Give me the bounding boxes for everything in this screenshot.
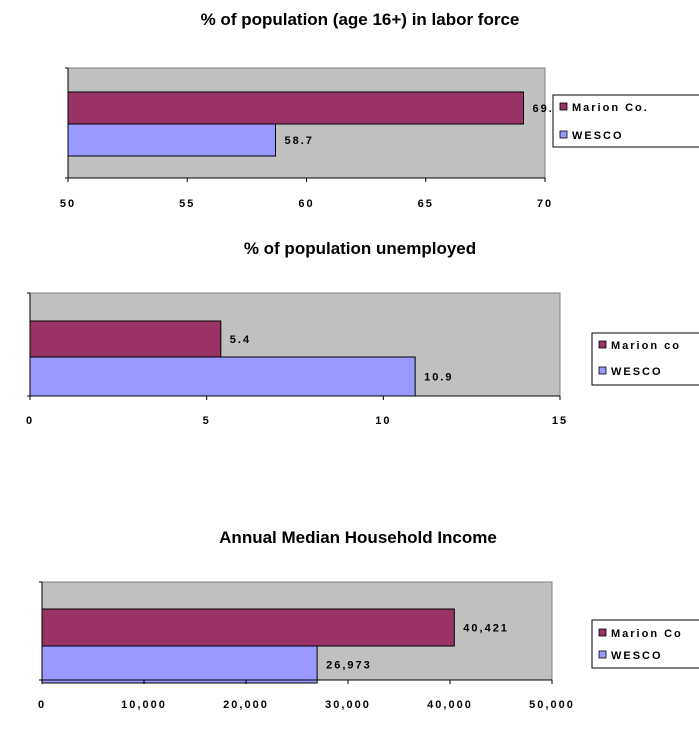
- chart-title: % of population unemployed: [244, 239, 476, 258]
- data-label-wesco: 58.7: [284, 135, 313, 147]
- legend-box: [552, 94, 699, 148]
- x-tick-label: 60: [298, 198, 314, 210]
- x-tick-label: 65: [418, 198, 434, 210]
- chart-title: % of population (age 16+) in labor force: [201, 10, 520, 29]
- x-tick-label: 10,000: [121, 699, 167, 711]
- bar-wesco: [41, 645, 318, 684]
- x-tick-label: 40,000: [427, 699, 473, 711]
- chart-income: Annual Median Household Income 40,421 26,…: [38, 528, 699, 711]
- chart-unemployed: % of population unemployed 5.4 10.9 0 5 10 15…: [26, 239, 699, 427]
- legend-label-marion: Marion co: [611, 340, 681, 352]
- legend-swatch-marion: [598, 340, 607, 349]
- data-label-wesco: 10.9: [424, 372, 453, 384]
- chart-title: Annual Median Household Income: [219, 528, 497, 547]
- legend-swatch-wesco: [598, 650, 607, 659]
- legend-label-wesco: WESCO: [572, 130, 624, 142]
- bar-wesco: [29, 356, 416, 397]
- bar-marion: [29, 320, 222, 358]
- x-tick-label: 0: [26, 415, 34, 427]
- legend-box: [591, 619, 699, 669]
- legend-swatch-wesco: [559, 130, 568, 139]
- legend-label-marion: Marion Co: [611, 628, 683, 640]
- legend-1: Marion Co. WESCO: [552, 94, 699, 148]
- chart-labor-force: % of population (age 16+) in labor force…: [60, 10, 699, 210]
- x-tick-label: 20,000: [223, 699, 269, 711]
- x-tick-label: 10: [375, 415, 391, 427]
- legend-label-wesco: WESCO: [611, 650, 663, 662]
- x-tick-label: 30,000: [325, 699, 371, 711]
- plot-area-3: 40,421 26,973 0 10,000 20,000 30,000 40,000 50,…: [38, 581, 575, 711]
- x-tick-label: 50: [60, 198, 76, 210]
- legend-box: [591, 332, 699, 386]
- legend-2: Marion co WESCO: [591, 332, 699, 386]
- x-tick-label: 0: [38, 699, 46, 711]
- x-tick-label: 50,000: [529, 699, 575, 711]
- data-label-wesco: 26,973: [326, 660, 372, 672]
- legend-3: Marion Co WESCO: [591, 619, 699, 669]
- legend-swatch-wesco: [598, 366, 607, 375]
- data-label-marion: 5.4: [230, 334, 251, 346]
- data-label-marion: 40,421: [463, 623, 509, 635]
- x-tick-label: 5: [203, 415, 211, 427]
- plot-area-1: 69.158.750 55 60 65 70: [60, 67, 560, 210]
- legend-swatch-marion: [598, 628, 607, 637]
- plot-area-2: 5.4 10.9 0 5 10 15: [26, 292, 568, 427]
- legend-swatch-marion: [559, 102, 568, 111]
- legend-label-marion: Marion Co.: [572, 102, 649, 114]
- legend-label-wesco: WESCO: [611, 366, 663, 378]
- x-tick-label: 55: [179, 198, 195, 210]
- x-tick-label: 15: [552, 415, 568, 427]
- x-tick-label: 70: [537, 198, 553, 210]
- bar-wesco: [67, 123, 276, 157]
- bar-marion: [67, 91, 525, 125]
- bar-marion: [41, 608, 455, 647]
